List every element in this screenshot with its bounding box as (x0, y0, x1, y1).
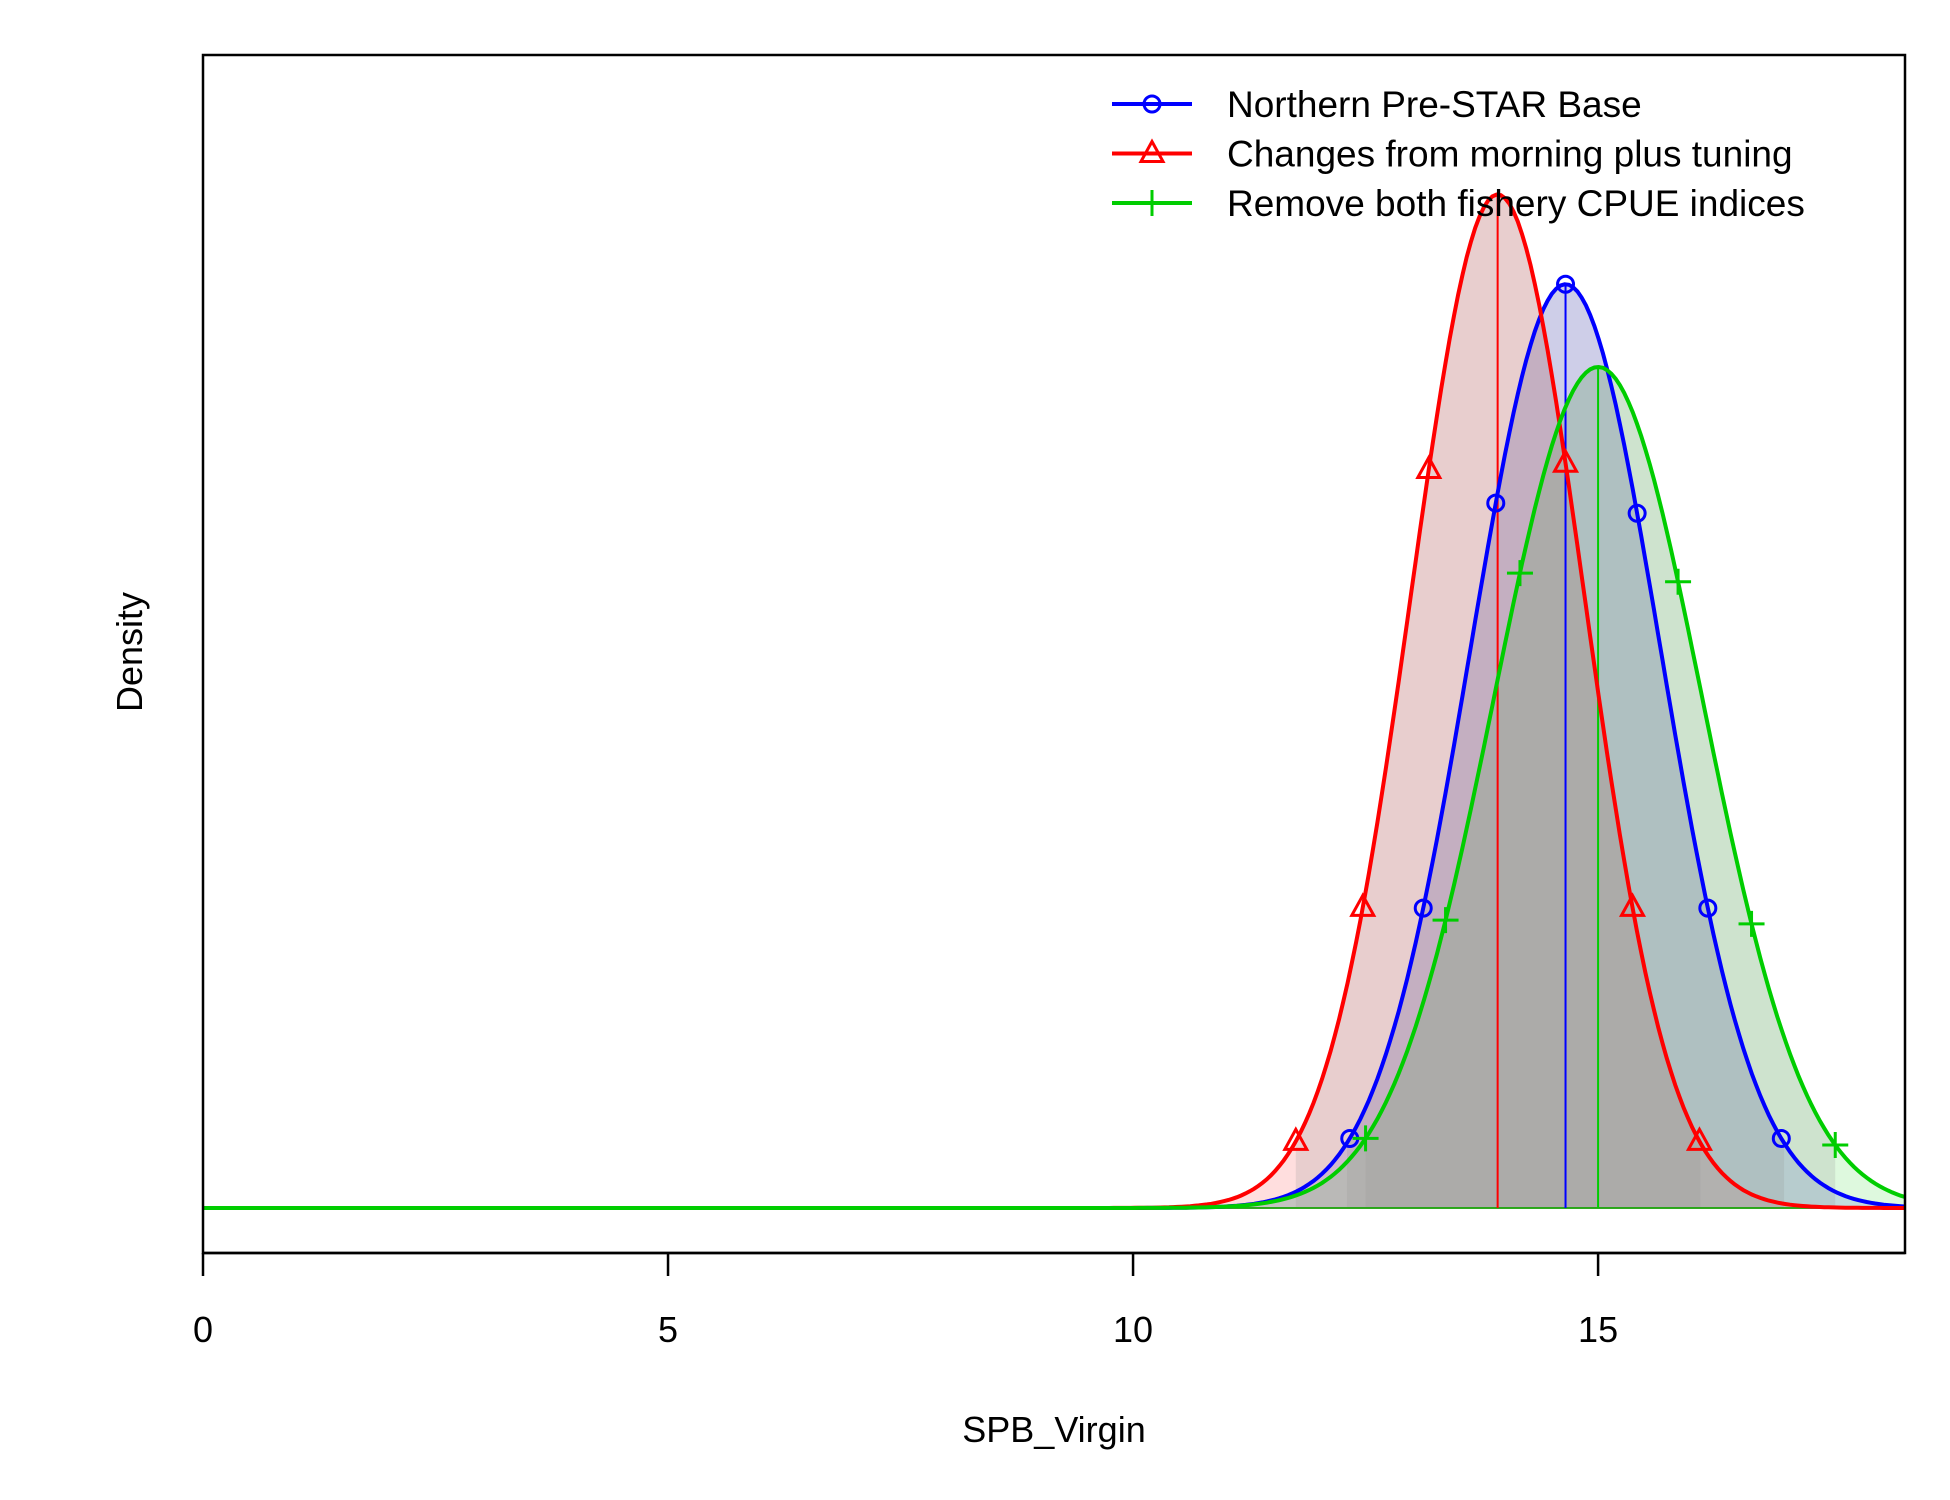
marker-remove-both-fishery-cpue-indices-1 (1432, 907, 1459, 934)
marker-remove-both-fishery-cpue-indices-5 (1822, 1132, 1849, 1159)
x-tick-label-5: 5 (658, 1309, 678, 1350)
marker-northern-pre-star-base-6 (1771, 1128, 1791, 1148)
legend-label-changes-from-morning-plus-tuning: Changes from morning plus tuning (1227, 134, 1793, 175)
legend-marker-remove-both-fishery-cpue-indices (1139, 190, 1165, 216)
marker-changes-from-morning-plus-tuning-2 (1415, 454, 1443, 480)
x-tick-label-10: 10 (1113, 1309, 1153, 1350)
x-axis: 0 5 10 15 (193, 1251, 1905, 1350)
marker-changes-from-morning-plus-tuning-0 (1282, 1126, 1310, 1151)
marker-remove-both-fishery-cpue-indices-4 (1738, 910, 1765, 937)
density-fill-northern-pre-star-base (203, 284, 1905, 1208)
marker-changes-from-morning-plus-tuning-4 (1618, 892, 1647, 917)
legend-label-northern-pre-star-base: Northern Pre-STAR Base (1227, 84, 1642, 125)
marker-northern-pre-star-base-5 (1698, 898, 1718, 918)
x-axis-label: SPB_Virgin (962, 1409, 1145, 1450)
plot-area (203, 192, 1905, 1210)
marker-remove-both-fishery-cpue-indices-2 (1506, 560, 1533, 587)
density-fill-changes-from-morning-plus-tuning (203, 194, 1905, 1209)
legend-marker-changes-from-morning-plus-tuning (1138, 138, 1166, 163)
marker-remove-both-fishery-cpue-indices-0 (1352, 1125, 1379, 1152)
marker-changes-from-morning-plus-tuning-5 (1685, 1126, 1713, 1151)
marker-northern-pre-star-base-3 (1556, 274, 1576, 294)
marker-changes-from-morning-plus-tuning-1 (1349, 892, 1377, 917)
legend: Northern Pre-STAR Base Changes from morni… (1112, 84, 1805, 224)
legend-marker-northern-pre-star-base (1142, 94, 1162, 114)
density-fill-remove-both-fishery-cpue-indices (203, 367, 1905, 1208)
marker-northern-pre-star-base-1 (1413, 898, 1433, 918)
interval-fill-remove-both-fishery-cpue-indices (1365, 367, 1836, 1208)
x-tick-label-15: 15 (1578, 1309, 1618, 1350)
marker-northern-pre-star-base-4 (1627, 503, 1647, 523)
marker-changes-from-morning-plus-tuning-3 (1551, 448, 1580, 473)
x-tick-label-0: 0 (193, 1309, 213, 1350)
legend-label-remove-both-fishery-cpue-indices: Remove both fishery CPUE indices (1227, 183, 1805, 224)
marker-remove-both-fishery-cpue-indices-3 (1665, 568, 1692, 595)
density-curve-remove-both-fishery-cpue-indices (203, 364, 1905, 1210)
y-axis-label: Density (109, 592, 150, 712)
marker-northern-pre-star-base-2 (1486, 493, 1506, 513)
